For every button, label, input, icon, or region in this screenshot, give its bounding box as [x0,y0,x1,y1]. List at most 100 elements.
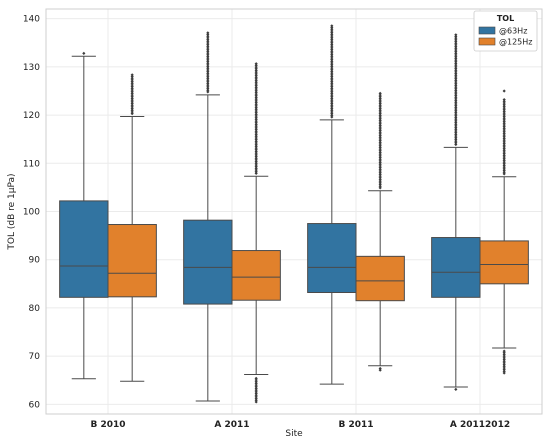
flier-point [378,140,382,144]
flier-point [254,67,258,71]
flier-point [454,55,458,59]
flier-point [378,123,382,128]
flier-point [454,68,458,72]
flier-point [130,85,134,89]
flier-point [330,66,334,70]
flier-point [454,93,458,98]
flier-point [502,357,506,362]
flier-point [206,78,210,82]
flier-point [330,101,334,106]
flier-point [254,376,258,380]
flier-point [254,94,258,98]
flier-point [454,72,458,76]
flier-point [502,101,506,105]
flier-point [454,63,458,67]
flier-point [502,368,506,372]
flier-point [502,361,506,365]
flier-point [502,104,506,108]
flier-point [330,100,334,104]
box-group [355,91,405,372]
flier-point [206,31,210,35]
flier-point [254,100,258,105]
flier-point [254,102,258,106]
flier-point [254,65,258,69]
flier-point [502,146,506,151]
flier-point [254,398,258,402]
y-tick-label: 140 [23,15,40,25]
flier-point [454,39,458,44]
flier-point [254,143,258,147]
flier-point [454,104,458,108]
flier-point [254,109,258,113]
flier-point [378,139,382,143]
y-tick-label: 120 [23,111,40,121]
flier-point [502,145,506,149]
flier-point [254,89,258,93]
box-iqr [355,255,405,302]
flier-point [378,144,382,148]
flier-point [254,381,258,385]
flier-point [378,101,382,106]
flier-point [254,391,258,396]
flier-point [254,380,258,384]
box-iqr [59,200,109,298]
flier-point [454,131,458,135]
flier-point [254,131,258,135]
flier-point [378,91,382,95]
flier-point [330,37,334,41]
flier-point [206,51,210,55]
flier-point [378,100,382,104]
flier-point [378,130,382,134]
flier-point [454,134,458,138]
flier-point [378,176,382,180]
flier-point [330,42,334,47]
flier-point [454,70,458,74]
flier-point [330,39,334,43]
flier-point [330,52,334,57]
flier-point [254,166,258,170]
flier-point [206,80,210,84]
flier-point [502,121,506,125]
flier-point [254,161,258,165]
flier-point [254,159,258,164]
flier-point [130,106,134,111]
flier-point [330,64,334,68]
x-tick-label: B 2010 [90,420,125,430]
flier-point [254,82,258,86]
flier-point [206,34,210,38]
y-tick-label: 90 [29,256,41,266]
flier-point [454,142,458,147]
flier-point [130,101,134,106]
flier-point [454,38,458,42]
flier-point [378,171,382,175]
flier-point [254,122,258,127]
flier-point [330,69,334,74]
flier-point [502,158,506,162]
flier-point [454,115,458,120]
flier-point [254,127,258,132]
flier-point [330,113,334,117]
flier-point [502,351,506,355]
flier-point [378,366,382,371]
flier-point [206,86,210,91]
flier-point [378,133,382,138]
flier-point [254,99,258,103]
flier-point [502,167,506,171]
flier-point [454,43,458,47]
flier-point [378,117,382,121]
flier-point [206,53,210,57]
flier-point [254,72,258,76]
flier-point [502,157,506,161]
x-tick-label: A 20112012 [450,420,510,430]
flier-point [130,105,134,109]
flier-point [378,115,382,119]
flier-point [254,393,258,397]
flier-point [502,138,506,142]
flier-point [254,141,258,145]
flier-point [454,95,458,99]
flier-point [254,111,258,115]
x-axis-label: Site [285,429,303,439]
flier-point [378,145,382,149]
flier-point [502,136,506,141]
